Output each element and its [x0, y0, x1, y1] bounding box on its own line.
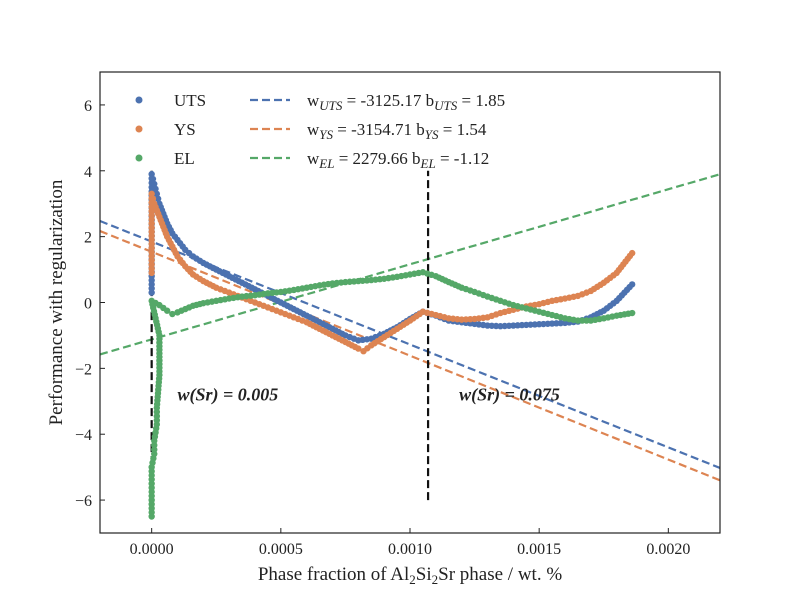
legend-fit-text: = 2279.66 [334, 149, 412, 168]
legend-fit-text: = -3125.17 [342, 91, 425, 110]
legend-fit-text: w [307, 91, 320, 110]
data-point [148, 170, 155, 178]
y-tick-label: −6 [75, 493, 92, 510]
data-point [355, 345, 362, 352]
y-tick-label: −4 [75, 427, 92, 444]
data-point [151, 180, 158, 188]
x-label-part: Sr phase / wt. % [438, 564, 562, 585]
legend-fit-label: wYS = -3154.71 bYS = 1.54 [307, 120, 487, 142]
data-points [148, 170, 636, 520]
x-tick-label: 0.0010 [388, 541, 432, 558]
legend-fit-text: YS [425, 127, 439, 142]
data-point [148, 190, 155, 198]
data-point [163, 307, 171, 314]
x-tick-label: 0.0000 [130, 541, 174, 558]
legend-label: EL [174, 149, 195, 168]
legend-fit-text: UTS [434, 98, 458, 113]
legend-fit-text: w [307, 149, 320, 168]
legend-fit-text: = 1.85 [457, 91, 505, 110]
legend-fit-text: w [307, 120, 320, 139]
x-label-sub: 2 [409, 572, 416, 587]
legend-fit-text: UTS [319, 98, 343, 113]
data-point [154, 195, 162, 202]
x-tick-label: 0.0020 [646, 541, 690, 558]
legend-label: UTS [174, 91, 206, 110]
legend-fit-text: YS [319, 127, 333, 142]
annotation-label: w(Sr) = 0.075 [459, 385, 560, 406]
legend-fit-label: wUTS = -3125.17 bUTS = 1.85 [307, 91, 505, 113]
legend-fit-text: b [426, 91, 435, 110]
data-point [628, 309, 636, 317]
x-label-sub: 2 [432, 572, 439, 587]
data-point [151, 450, 158, 458]
y-axis-label: Performance with regularization [46, 179, 67, 425]
legend-fit-text: EL [420, 156, 436, 171]
data-point [152, 185, 159, 193]
legend-marker [135, 125, 143, 133]
y-tick-label: −2 [75, 361, 92, 378]
y-tick-label: 6 [84, 98, 92, 115]
legend-label: YS [174, 120, 196, 139]
data-point [151, 441, 158, 449]
data-point [628, 281, 636, 288]
legend-fit-label: wEL = 2279.66 bEL = -1.12 [307, 149, 489, 171]
annotations: w(Sr) = 0.005 w(Sr) = 0.075 [178, 385, 560, 406]
x-axis-label: Phase fraction of Al2Si2Sr phase / wt. % [258, 564, 562, 587]
data-point [153, 190, 161, 198]
y-tick-label: 2 [84, 230, 92, 247]
annotation-label: w(Sr) = 0.005 [178, 385, 279, 406]
axis-ticks: 0.0000 0.0005 0.0010 0.0015 0.0020 −6 −4 −2 0 2 4 6 [75, 98, 690, 558]
x-tick-label: 0.0005 [259, 541, 303, 558]
legend-fit-text: b [416, 120, 425, 139]
x-label-part: Si [416, 564, 432, 585]
data-point [628, 249, 636, 257]
legend-fit-text: EL [318, 156, 334, 171]
y-tick-label: 0 [84, 296, 92, 313]
legend-fit-text: = -1.12 [436, 149, 490, 168]
legend-fit-text: = -3154.71 [333, 120, 416, 139]
legend-fit-text: = 1.54 [439, 120, 487, 139]
x-label-part: Phase fraction of Al [258, 564, 409, 585]
x-tick-label: 0.0015 [517, 541, 561, 558]
data-point [149, 175, 157, 183]
legend-marker [135, 154, 143, 162]
legend-marker [135, 96, 143, 104]
y-tick-label: 4 [84, 164, 92, 181]
data-point [151, 446, 158, 453]
legend-fit-text: b [412, 149, 421, 168]
fit-line [100, 229, 720, 482]
data-point [149, 195, 157, 202]
data-point [169, 310, 176, 318]
